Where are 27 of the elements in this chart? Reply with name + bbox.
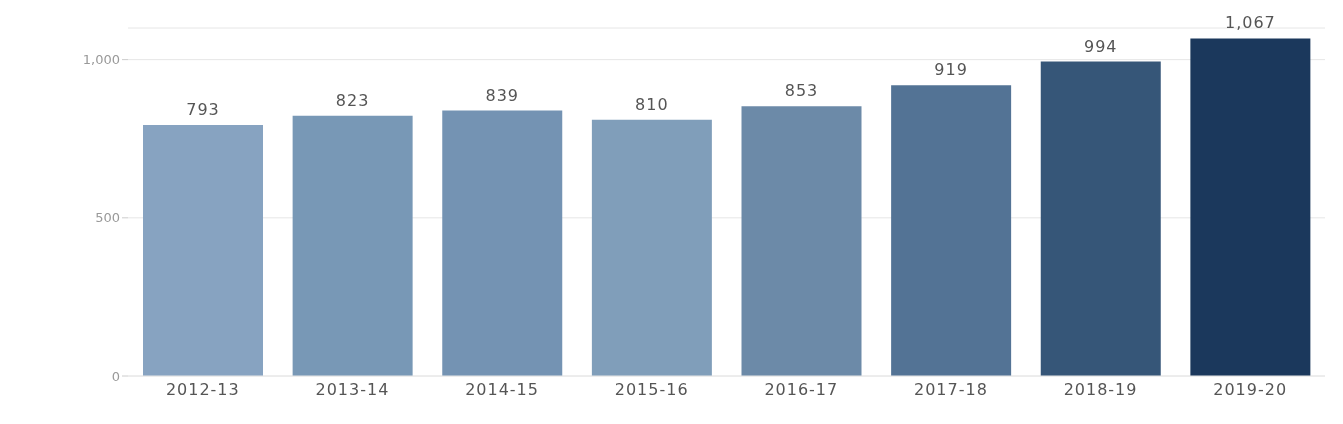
x-tick-label: 2012-13: [165, 380, 240, 400]
data-label: 853: [784, 81, 819, 101]
x-tick-label: 2019-20: [1213, 380, 1288, 400]
bar: [143, 125, 263, 376]
bar: [1190, 38, 1311, 376]
data-label: 823: [335, 90, 370, 110]
data-label: 919: [934, 60, 968, 80]
data-label: 994: [1083, 36, 1118, 56]
bar: [292, 115, 413, 376]
bar: [591, 119, 712, 376]
data-label: 810: [635, 94, 669, 114]
x-tick-label: 2014-15: [465, 380, 539, 400]
y-tick-label: 1,000: [82, 52, 120, 68]
y-tick-label: 0: [111, 368, 120, 384]
data-label: 1,067: [1224, 13, 1276, 33]
bar: [1040, 61, 1161, 376]
bar: [442, 110, 563, 376]
y-tick-label: 500: [95, 210, 120, 226]
bar: [891, 85, 1012, 376]
data-label: 793: [186, 100, 220, 120]
x-tick-label: 2015-16: [614, 380, 689, 400]
x-tick-label: 2018-19: [1063, 380, 1138, 400]
bar: [741, 106, 862, 376]
x-tick-label: 2017-18: [914, 380, 988, 400]
x-tick-label: 2013-14: [315, 380, 390, 400]
data-label: 839: [485, 85, 520, 105]
x-tick-label: 2016-17: [764, 380, 839, 400]
